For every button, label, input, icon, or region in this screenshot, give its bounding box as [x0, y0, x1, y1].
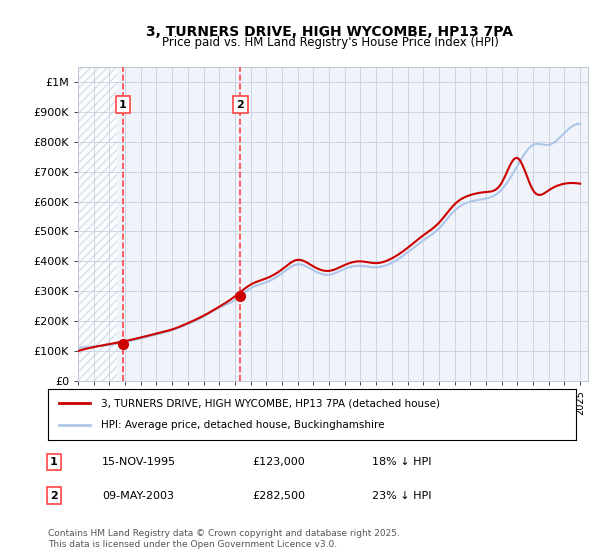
- Text: 2: 2: [50, 491, 58, 501]
- Text: 3, TURNERS DRIVE, HIGH WYCOMBE, HP13 7PA (detached house): 3, TURNERS DRIVE, HIGH WYCOMBE, HP13 7PA…: [101, 398, 440, 408]
- Text: 2: 2: [236, 100, 244, 110]
- Bar: [78, 67, 117, 381]
- Text: 15-NOV-1995: 15-NOV-1995: [102, 457, 176, 467]
- Text: 23% ↓ HPI: 23% ↓ HPI: [372, 491, 431, 501]
- Text: £282,500: £282,500: [252, 491, 305, 501]
- Text: 3, TURNERS DRIVE, HIGH WYCOMBE, HP13 7PA: 3, TURNERS DRIVE, HIGH WYCOMBE, HP13 7PA: [146, 25, 514, 39]
- Text: £123,000: £123,000: [252, 457, 305, 467]
- Text: 09-MAY-2003: 09-MAY-2003: [102, 491, 174, 501]
- Text: 18% ↓ HPI: 18% ↓ HPI: [372, 457, 431, 467]
- Text: HPI: Average price, detached house, Buckinghamshire: HPI: Average price, detached house, Buck…: [101, 421, 385, 431]
- Text: 1: 1: [119, 100, 127, 110]
- Text: Price paid vs. HM Land Registry's House Price Index (HPI): Price paid vs. HM Land Registry's House …: [161, 36, 499, 49]
- Text: Contains HM Land Registry data © Crown copyright and database right 2025.
This d: Contains HM Land Registry data © Crown c…: [48, 529, 400, 549]
- Text: 1: 1: [50, 457, 58, 467]
